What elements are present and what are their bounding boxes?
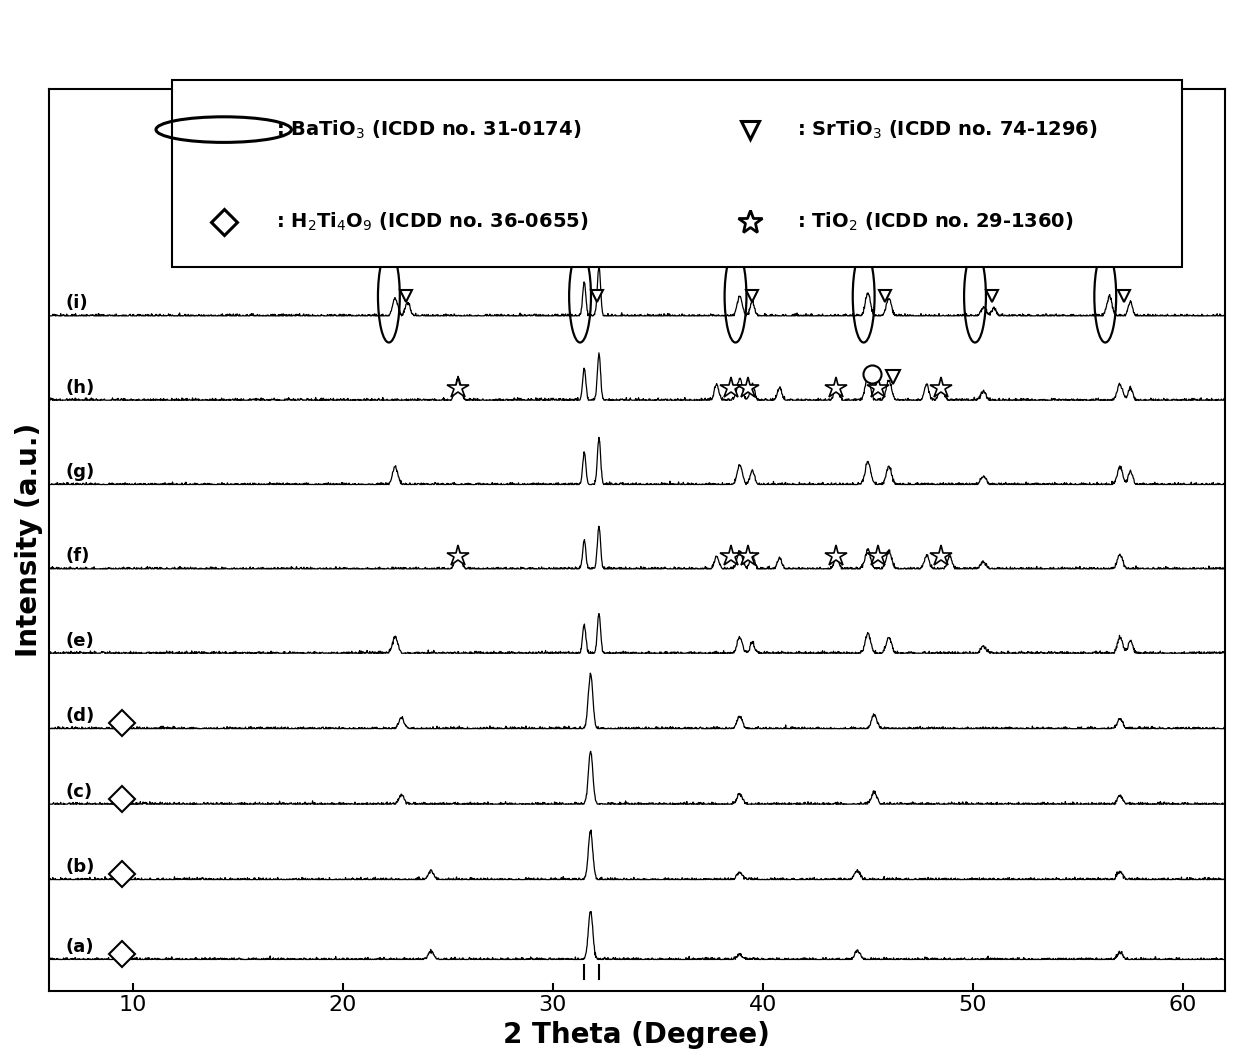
X-axis label: 2 Theta (Degree): 2 Theta (Degree) — [503, 1021, 770, 1049]
Text: (100): (100) — [399, 204, 412, 237]
Text: (110): (110) — [590, 204, 604, 237]
Text: (111): (111) — [745, 204, 759, 237]
Text: (210): (210) — [968, 204, 982, 237]
Text: (100): (100) — [382, 204, 396, 237]
Text: (200): (200) — [857, 204, 870, 237]
Text: (h): (h) — [66, 379, 94, 397]
Text: (211): (211) — [1099, 204, 1112, 237]
Text: (111): (111) — [729, 204, 742, 237]
Text: (211): (211) — [1117, 204, 1131, 237]
Text: : H$_2$Ti$_4$O$_9$ (ICDD no. 36-0655): : H$_2$Ti$_4$O$_9$ (ICDD no. 36-0655) — [275, 211, 588, 233]
Text: (b): (b) — [66, 858, 94, 876]
Text: (g): (g) — [66, 463, 94, 481]
FancyBboxPatch shape — [171, 81, 1182, 267]
Y-axis label: Intensity (a.u.): Intensity (a.u.) — [15, 422, 43, 658]
Text: : SrTiO$_3$ (ICDD no. 74-1296): : SrTiO$_3$ (ICDD no. 74-1296) — [796, 118, 1097, 140]
Text: (110): (110) — [574, 204, 587, 237]
Text: (210): (210) — [986, 204, 998, 237]
Text: (f): (f) — [66, 547, 89, 565]
Text: (e): (e) — [66, 632, 94, 650]
Text: (200): (200) — [878, 204, 892, 237]
Text: (a): (a) — [66, 938, 94, 955]
Text: (c): (c) — [66, 783, 93, 800]
Text: : TiO$_2$ (ICDD no. 29-1360): : TiO$_2$ (ICDD no. 29-1360) — [796, 211, 1074, 233]
Text: (d): (d) — [66, 708, 94, 726]
Text: : BaTiO$_3$ (ICDD no. 31-0174): : BaTiO$_3$ (ICDD no. 31-0174) — [275, 118, 582, 140]
Text: (i): (i) — [66, 295, 88, 313]
